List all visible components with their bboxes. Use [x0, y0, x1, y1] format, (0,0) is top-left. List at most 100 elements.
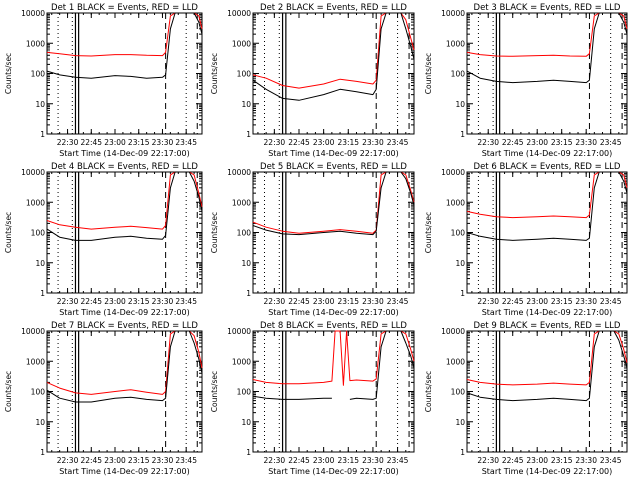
- x-tick-label: 22:45: [502, 138, 524, 147]
- y-axis-label: Counts/sec: [424, 53, 433, 94]
- panel-7: Det 7 BLACK = Events, RED = LLD Counts/se…: [4, 321, 202, 476]
- lld-series-line: [253, 172, 414, 233]
- x-tick-label: 23:15: [128, 456, 150, 465]
- panel-title: Det 8 BLACK = Events, RED = LLD: [260, 321, 407, 331]
- y-tick-label: 1000: [232, 357, 251, 366]
- x-tick-label: 23:45: [175, 297, 197, 306]
- y-tick-label: 10000: [21, 9, 45, 18]
- x-axis-label: Start Time (14-Dec-09 22:17:00): [268, 149, 399, 158]
- panel-title: Det 1 BLACK = Events, RED = LLD: [51, 3, 198, 13]
- plot-frame: [467, 13, 627, 134]
- y-tick-label: 1: [40, 130, 45, 139]
- events-series-line: [467, 331, 627, 401]
- x-tick-label: 23:00: [526, 297, 548, 306]
- plot-frame: [467, 331, 627, 452]
- panel-title: Det 7 BLACK = Events, RED = LLD: [51, 321, 198, 331]
- x-tick-label: 23:15: [551, 138, 573, 147]
- chart-grid: Det 1 BLACK = Events, RED = LLD Counts/se…: [0, 0, 640, 480]
- x-axis-label: Start Time (14-Dec-09 22:17:00): [268, 308, 399, 317]
- y-tick-label: 10: [35, 100, 45, 109]
- y-tick-label: 100: [451, 229, 466, 238]
- x-tick-label: 23:45: [175, 456, 197, 465]
- x-axis-label: Start Time (14-Dec-09 22:17:00): [482, 467, 613, 476]
- x-tick-label: 23:00: [526, 456, 548, 465]
- events-series-line: [467, 13, 627, 83]
- x-tick-label: 22:30: [57, 297, 79, 306]
- panel-title: Det 9 BLACK = Events, RED = LLD: [474, 321, 621, 331]
- x-tick-label: 23:00: [526, 138, 548, 147]
- x-tick-label: 23:30: [152, 297, 174, 306]
- x-axis-label: Start Time (14-Dec-09 22:17:00): [482, 308, 613, 317]
- y-tick-label: 1: [246, 130, 251, 139]
- x-tick-label: 23:15: [128, 138, 150, 147]
- panel-title: Det 5 BLACK = Events, RED = LLD: [260, 162, 407, 172]
- x-tick-label: 23:30: [362, 456, 384, 465]
- x-tick-label: 22:30: [57, 138, 79, 147]
- chart-svg: Det 1 BLACK = Events, RED = LLD Counts/se…: [0, 0, 640, 480]
- x-tick-label: 23:30: [575, 456, 597, 465]
- x-axis-label: Start Time (14-Dec-09 22:17:00): [482, 149, 613, 158]
- y-tick-label: 100: [451, 70, 466, 79]
- panel-2: Det 2 BLACK = Events, RED = LLD Counts/se…: [210, 3, 414, 158]
- events-series-line: [47, 13, 202, 78]
- y-tick-label: 100: [451, 388, 466, 397]
- panel-title: Det 3 BLACK = Events, RED = LLD: [474, 3, 621, 13]
- y-tick-label: 1000: [446, 39, 465, 48]
- x-tick-label: 23:45: [175, 138, 197, 147]
- y-tick-label: 1000: [26, 357, 45, 366]
- x-tick-label: 23:00: [104, 297, 126, 306]
- panel-title: Det 2 BLACK = Events, RED = LLD: [260, 3, 407, 13]
- plot-frame: [47, 172, 202, 293]
- x-axis-label: Start Time (14-Dec-09 22:17:00): [268, 467, 399, 476]
- x-tick-label: 22:30: [477, 138, 499, 147]
- x-axis-label: Start Time (14-Dec-09 22:17:00): [59, 467, 190, 476]
- events-series-line: [253, 172, 414, 235]
- y-tick-label: 1000: [446, 198, 465, 207]
- x-tick-label: 23:30: [152, 456, 174, 465]
- x-tick-label: 23:30: [152, 138, 174, 147]
- x-tick-label: 23:15: [337, 138, 359, 147]
- y-tick-label: 10000: [441, 168, 465, 177]
- panel-8: Det 8 BLACK = Events, RED = LLD Counts/se…: [210, 321, 414, 476]
- y-tick-label: 1000: [26, 39, 45, 48]
- panel-5: Det 5 BLACK = Events, RED = LLD Counts/se…: [210, 162, 414, 317]
- panel-title: Det 6 BLACK = Events, RED = LLD: [474, 162, 621, 172]
- x-tick-label: 23:45: [387, 297, 409, 306]
- y-tick-label: 100: [237, 229, 252, 238]
- events-series-line: [253, 13, 414, 100]
- y-axis-label: Counts/sec: [4, 212, 13, 253]
- panel-6: Det 6 BLACK = Events, RED = LLD Counts/se…: [424, 162, 627, 317]
- x-tick-label: 23:00: [104, 456, 126, 465]
- x-tick-label: 23:15: [337, 297, 359, 306]
- x-tick-label: 23:45: [600, 456, 622, 465]
- y-tick-label: 10000: [21, 168, 45, 177]
- y-tick-label: 10: [241, 418, 251, 427]
- x-tick-label: 23:45: [600, 297, 622, 306]
- x-tick-label: 22:45: [288, 138, 310, 147]
- y-tick-label: 10: [241, 100, 251, 109]
- x-tick-label: 23:45: [387, 456, 409, 465]
- panel-3: Det 3 BLACK = Events, RED = LLD Counts/se…: [424, 3, 627, 158]
- x-tick-label: 23:00: [104, 138, 126, 147]
- x-tick-label: 23:15: [128, 297, 150, 306]
- y-tick-label: 1: [246, 289, 251, 298]
- x-tick-label: 23:45: [387, 138, 409, 147]
- x-tick-label: 23:30: [362, 138, 384, 147]
- x-axis-label: Start Time (14-Dec-09 22:17:00): [59, 308, 190, 317]
- x-tick-label: 22:45: [288, 297, 310, 306]
- y-tick-label: 100: [237, 388, 252, 397]
- x-tick-label: 23:30: [575, 138, 597, 147]
- y-tick-label: 1000: [446, 357, 465, 366]
- lld-series-line: [253, 331, 414, 385]
- y-axis-label: Counts/sec: [424, 212, 433, 253]
- plot-frame: [467, 172, 627, 293]
- x-tick-label: 22:30: [57, 456, 79, 465]
- y-tick-label: 100: [31, 70, 46, 79]
- y-tick-label: 100: [31, 229, 46, 238]
- x-tick-label: 22:45: [80, 138, 102, 147]
- x-tick-label: 23:30: [362, 297, 384, 306]
- y-tick-label: 1000: [232, 39, 251, 48]
- y-tick-label: 10: [455, 100, 465, 109]
- panel-1: Det 1 BLACK = Events, RED = LLD Counts/se…: [4, 3, 202, 158]
- plot-frame: [47, 13, 202, 134]
